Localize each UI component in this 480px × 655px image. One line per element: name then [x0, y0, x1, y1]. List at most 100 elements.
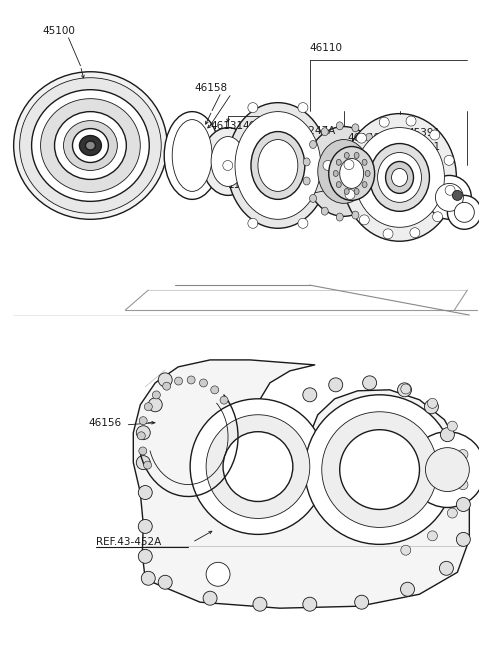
- Circle shape: [441, 428, 455, 441]
- Ellipse shape: [318, 140, 370, 203]
- Ellipse shape: [366, 134, 372, 141]
- Circle shape: [323, 160, 333, 170]
- Circle shape: [428, 398, 437, 408]
- Text: 46131: 46131: [210, 121, 243, 130]
- Circle shape: [355, 595, 369, 609]
- Ellipse shape: [303, 177, 310, 185]
- Circle shape: [200, 379, 207, 387]
- Ellipse shape: [321, 207, 328, 215]
- Circle shape: [163, 382, 171, 390]
- Ellipse shape: [362, 159, 367, 165]
- Ellipse shape: [340, 159, 364, 189]
- Circle shape: [136, 426, 150, 440]
- Ellipse shape: [336, 213, 343, 221]
- Ellipse shape: [72, 128, 108, 162]
- Ellipse shape: [354, 153, 359, 159]
- Circle shape: [425, 447, 469, 491]
- Circle shape: [303, 597, 317, 611]
- Circle shape: [152, 391, 160, 399]
- Ellipse shape: [211, 136, 245, 187]
- Circle shape: [190, 399, 326, 534]
- Ellipse shape: [378, 168, 385, 176]
- Text: 46156: 46156: [88, 418, 121, 428]
- Circle shape: [139, 417, 147, 424]
- Ellipse shape: [352, 211, 359, 219]
- Text: 45100: 45100: [43, 26, 75, 36]
- Ellipse shape: [333, 170, 338, 176]
- Ellipse shape: [235, 111, 321, 219]
- Circle shape: [303, 388, 317, 402]
- Circle shape: [203, 591, 217, 605]
- Circle shape: [444, 155, 454, 165]
- Circle shape: [248, 103, 258, 113]
- Circle shape: [158, 575, 172, 590]
- Circle shape: [138, 485, 152, 500]
- Circle shape: [456, 498, 470, 512]
- Circle shape: [175, 377, 182, 385]
- Circle shape: [432, 212, 443, 222]
- Ellipse shape: [385, 162, 413, 193]
- Circle shape: [220, 396, 228, 404]
- Ellipse shape: [55, 111, 126, 179]
- Circle shape: [456, 533, 470, 546]
- Circle shape: [136, 456, 150, 470]
- Ellipse shape: [63, 121, 117, 170]
- Circle shape: [379, 117, 389, 127]
- Circle shape: [223, 160, 233, 170]
- Ellipse shape: [20, 78, 161, 214]
- Ellipse shape: [362, 181, 367, 187]
- Circle shape: [445, 185, 455, 195]
- Circle shape: [138, 519, 152, 533]
- Ellipse shape: [329, 147, 374, 200]
- Ellipse shape: [354, 189, 359, 195]
- Polygon shape: [133, 360, 469, 608]
- Text: 46140: 46140: [348, 132, 381, 143]
- Ellipse shape: [258, 140, 298, 191]
- Circle shape: [428, 176, 471, 219]
- Text: 46152: 46152: [296, 168, 329, 178]
- Circle shape: [447, 195, 480, 229]
- Ellipse shape: [375, 186, 382, 194]
- Circle shape: [430, 130, 440, 140]
- Circle shape: [439, 561, 454, 575]
- Ellipse shape: [344, 153, 349, 159]
- Circle shape: [158, 373, 172, 387]
- Text: 26112B: 26112B: [296, 155, 336, 166]
- Circle shape: [187, 376, 195, 384]
- Text: 46111A: 46111A: [242, 121, 282, 130]
- Text: REF.43-452A: REF.43-452A: [96, 537, 162, 548]
- Circle shape: [458, 479, 468, 490]
- Circle shape: [397, 383, 411, 397]
- Circle shape: [410, 228, 420, 238]
- Circle shape: [424, 400, 438, 414]
- Text: 46158: 46158: [194, 83, 227, 92]
- Circle shape: [340, 430, 420, 510]
- Circle shape: [138, 550, 152, 563]
- Circle shape: [400, 582, 415, 596]
- Circle shape: [206, 415, 310, 519]
- Circle shape: [329, 378, 343, 392]
- Circle shape: [357, 133, 367, 143]
- Ellipse shape: [375, 149, 382, 157]
- Circle shape: [344, 160, 354, 170]
- Text: 46155: 46155: [373, 147, 407, 157]
- Circle shape: [383, 229, 393, 239]
- Ellipse shape: [392, 168, 408, 187]
- Circle shape: [363, 376, 377, 390]
- Circle shape: [139, 447, 147, 455]
- Circle shape: [148, 398, 162, 412]
- Ellipse shape: [365, 170, 370, 176]
- Ellipse shape: [310, 141, 316, 149]
- Ellipse shape: [321, 128, 328, 136]
- Circle shape: [322, 412, 437, 527]
- Ellipse shape: [336, 159, 341, 165]
- Circle shape: [428, 531, 437, 541]
- Circle shape: [345, 189, 355, 200]
- Circle shape: [455, 202, 474, 222]
- Circle shape: [298, 103, 308, 113]
- Circle shape: [458, 449, 468, 459]
- Ellipse shape: [85, 141, 96, 150]
- Circle shape: [435, 183, 463, 212]
- Circle shape: [360, 215, 369, 225]
- Ellipse shape: [343, 113, 456, 241]
